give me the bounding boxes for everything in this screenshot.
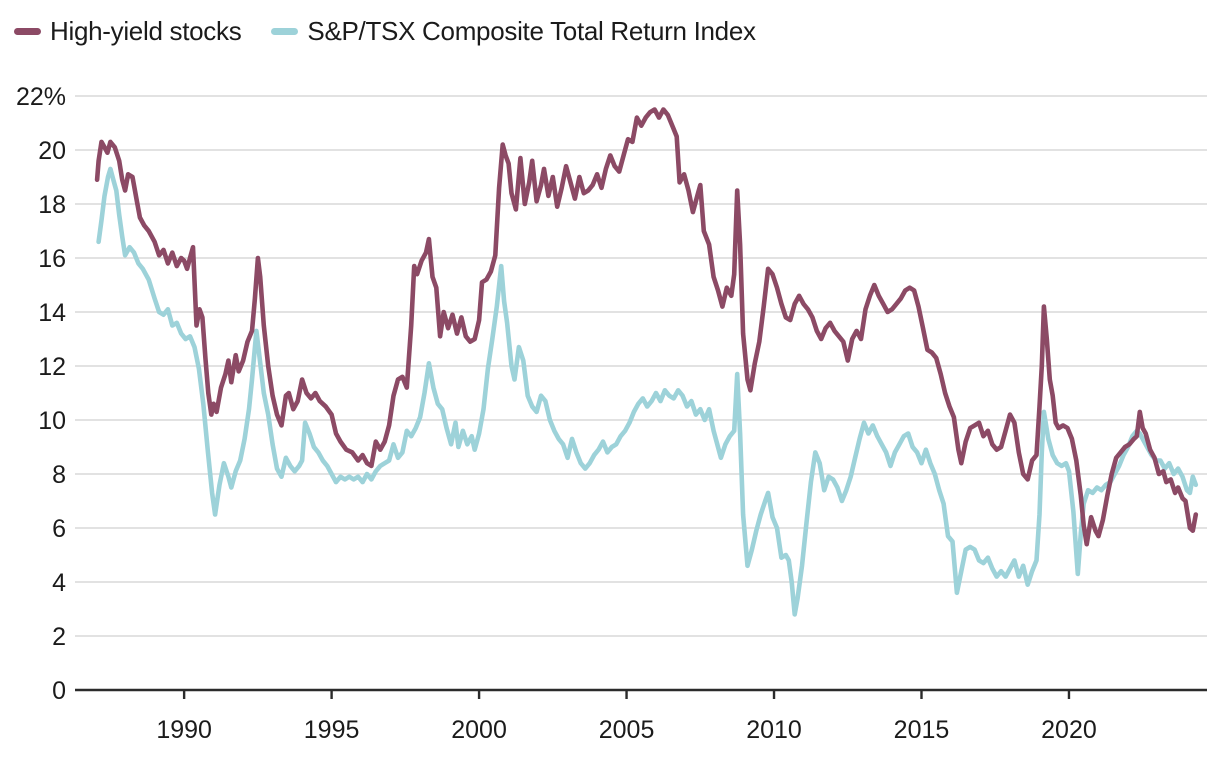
- series-line-high-yield-stocks: [94, 107, 1199, 547]
- y-axis-tick-label: 16: [38, 245, 66, 273]
- legend-label-high-yield-stocks: High-yield stocks: [50, 16, 242, 46]
- x-axis-tick-label: 2010: [746, 716, 802, 744]
- y-axis-tick-label: 14: [38, 299, 66, 327]
- legend-item-tsx-index: S&P/TSX Composite Total Return Index: [271, 16, 756, 47]
- y-axis-tick-label: 18: [38, 191, 66, 219]
- y-axis-tick-label: 12: [38, 353, 66, 381]
- y-axis-tick-label: 6: [52, 515, 66, 543]
- legend-swatch-tsx-index-icon: [271, 28, 299, 35]
- y-axis-tick-label: 8: [52, 461, 66, 489]
- legend-item-high-yield-stocks: High-yield stocks: [14, 16, 242, 47]
- y-axis-tick-label: 4: [52, 569, 66, 597]
- y-axis-tick-label: 0: [52, 677, 66, 705]
- y-axis-tick-label: 10: [38, 407, 66, 435]
- legend-swatch-high-yield-icon: [14, 28, 41, 35]
- y-axis-tick-label: 22%: [16, 83, 66, 111]
- legend-label-tsx-index: S&P/TSX Composite Total Return Index: [307, 16, 756, 46]
- x-axis-tick-label: 2005: [599, 716, 655, 744]
- series-line-s-p-tsx-composite-total-return-index: [96, 166, 1199, 617]
- x-axis-tick-label: 2020: [1041, 716, 1097, 744]
- x-axis-tick-label: 2015: [894, 716, 950, 744]
- x-axis-tick-label: 2000: [451, 716, 507, 744]
- legend: High-yield stocks S&P/TSX Composite Tota…: [14, 16, 756, 47]
- x-axis-tick-label: 1990: [156, 716, 212, 744]
- y-axis-tick-label: 2: [52, 623, 66, 651]
- x-axis-tick-label: 1995: [304, 716, 360, 744]
- y-axis-tick-label: 20: [38, 137, 66, 165]
